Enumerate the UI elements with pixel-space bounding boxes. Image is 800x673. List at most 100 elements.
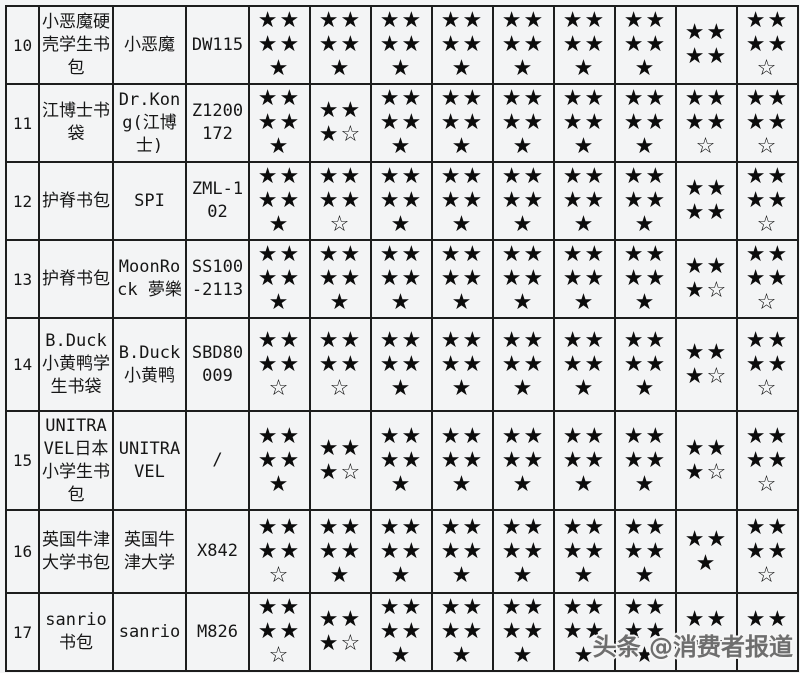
star-line: ★★ [257,32,302,57]
star-rating: ★★ ★★ ★ [370,592,433,672]
model-number: SBD80009 [185,317,250,412]
row-number: 10 [5,5,40,85]
star-line: ★★ [745,32,790,57]
brand-name: 英国牛津大学 [112,509,187,594]
star-rating: ★★ ★☆ [675,410,738,511]
star-line: ★★ [379,514,424,540]
star-line: ☆ [756,290,779,315]
star-line: ★★ [623,538,668,564]
star-line: ★★ [379,266,424,291]
star-line: ★★ [562,514,607,540]
star-line: ★★ [745,86,790,111]
star-line: ★★ [623,447,668,473]
star-line: ★★ [684,200,729,225]
star-line: ★★ [501,619,546,644]
star-line: ★ [390,643,413,668]
star-line: ★ [573,290,596,315]
star-rating: ★★ ★★ ★ [248,83,311,163]
star-rating: ★★ ★★ ☆ [309,161,372,241]
row-number: 13 [5,239,40,319]
star-line: ★★ [501,110,546,135]
brand-name: sanrio [112,592,187,672]
star-line: ★★ [440,32,485,57]
star-line: ★★ [318,538,363,564]
star-line: ★ [512,134,535,159]
star-line: ★★ [684,44,729,69]
star-line: ★★ [257,538,302,564]
star-line: ★★ [684,254,729,279]
star-rating: ★★ ★★ ★ [614,592,677,672]
table-row: 11 江博士书袋 Dr.Kong(江博士) Z1200172 ★★ ★★ ★ ★★ ★☆ ★★ ★★… [5,83,799,163]
star-line: ★★ [257,266,302,291]
star-line: ★★ [379,327,424,353]
star-rating: ★★ ★★ ★ [431,83,494,163]
star-rating: ★★ ★★ ☆ [736,161,799,241]
star-rating: ★★ ★★ ★ [492,239,555,319]
product-name: 英国牛津大学书包 [38,509,114,594]
star-line: ★ [390,471,413,497]
star-line: ★★ [684,20,729,45]
star-line: ★ [512,562,535,588]
star-line: ★ [329,56,352,81]
star-line: ★★ [623,188,668,213]
star-line: ★★ [318,351,363,377]
star-line: ☆ [756,212,779,237]
star-line: ★★ [501,514,546,540]
star-line: ★ [573,562,596,588]
star-line: ★★ [623,110,668,135]
star-line: ★★ [562,619,607,644]
star-line: ★★ [684,631,729,656]
star-line: ★★ [440,188,485,213]
star-line: ★ [329,290,352,315]
star-line: ★★ [440,514,485,540]
star-line: ★★ [745,447,790,473]
star-line: ★★ [440,242,485,267]
star-rating: ★★ ★★ ★ [370,161,433,241]
star-rating: ★★ ★★ ★ [553,509,616,594]
star-line: ★★ [745,514,790,540]
star-line: ★★ [257,8,302,33]
star-line: ★ [451,471,474,497]
star-line: ★ [451,562,474,588]
star-line: ★ [573,643,596,668]
star-line: ★★ [623,86,668,111]
star-line: ★★ [379,595,424,620]
star-line: ★ [390,212,413,237]
star-rating: ★★ ★★ ★ [370,239,433,319]
star-rating: ★★ ★★ ★ [431,5,494,85]
star-line: ★★ [257,447,302,473]
star-line: ★★ [501,86,546,111]
star-line: ★★ [440,538,485,564]
star-line: ★★ [745,351,790,377]
star-line: ☆ [329,375,352,401]
star-line: ★ [573,134,596,159]
star-rating: ★★ ★★ ★ [309,509,372,594]
star-line: ★★ [440,86,485,111]
star-line: ★★ [440,8,485,33]
star-rating: ★★ ★★ ★ [553,317,616,412]
star-rating: ★★ ★★ ★ [431,239,494,319]
star-line: ★★ [379,447,424,473]
star-rating: ★★ ★★ ☆ [675,83,738,163]
product-name: 江博士书袋 [38,83,114,163]
star-line: ★ [573,56,596,81]
star-line: ★★ [440,164,485,189]
star-line: ★★ [745,631,790,656]
star-line: ★ [634,471,657,497]
star-rating: ★★ ★★ ★ [492,161,555,241]
star-rating: ★★ ★★ ☆ [248,592,311,672]
star-line: ★★ [501,32,546,57]
star-line: ☆ [268,375,291,401]
star-line: ★★ [562,242,607,267]
star-line: ★★ [318,8,363,33]
model-number: Z1200172 [185,83,250,163]
star-rating: ★★ ★★ ★ [553,83,616,163]
star-rating: ★★ ★★ ★ [492,592,555,672]
star-line: ★ [329,562,352,588]
star-line: ★★ [440,619,485,644]
star-line: ★ [390,562,413,588]
star-line: ★★ [684,176,729,201]
star-rating: ★★ ★☆ [309,410,372,511]
star-line: ★★ [257,351,302,377]
star-line: ★★ [562,595,607,620]
